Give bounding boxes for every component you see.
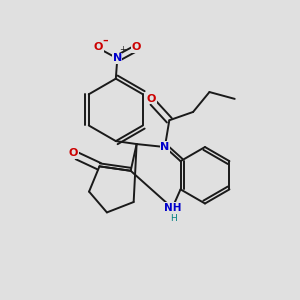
Text: H: H [170,214,177,223]
Text: N: N [113,53,122,64]
Text: O: O [132,42,141,52]
Text: O: O [147,94,156,104]
Text: O: O [69,148,78,158]
Text: –: – [103,36,108,46]
Text: +: + [119,45,126,54]
Text: N: N [160,142,170,152]
Text: NH: NH [164,203,181,213]
Text: O: O [94,42,103,52]
